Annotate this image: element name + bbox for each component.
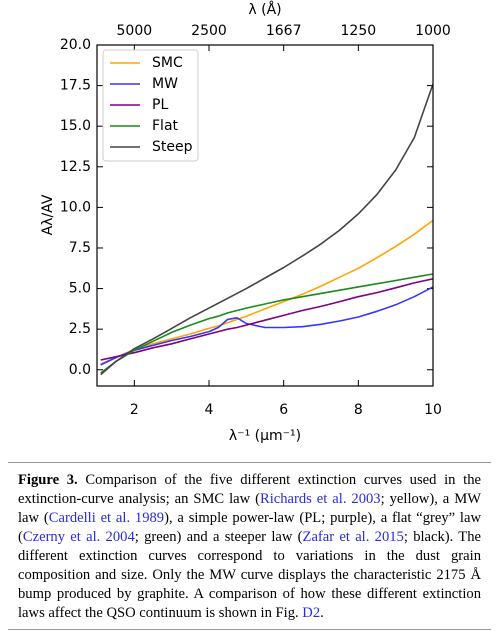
series-line <box>100 83 433 376</box>
y-tick-label: 12.5 <box>60 159 91 175</box>
y-axis-label: Aλ/AV <box>40 194 56 235</box>
caption: Figure 3. Comparison of the five differe… <box>8 462 491 630</box>
caption-text: ; yellow), a MW law ( <box>18 491 481 526</box>
y-tick-label: 2.5 <box>69 321 91 337</box>
legend-label: Steep <box>152 139 193 155</box>
legend-box <box>102 49 199 162</box>
x-tick-label: 2 <box>130 402 139 418</box>
series-line <box>100 219 433 365</box>
series-line <box>100 273 433 374</box>
y-tick-label: 5.0 <box>69 281 91 297</box>
x2-tick-label: 5000 <box>117 23 153 39</box>
x2-tick-label: 1667 <box>266 23 302 39</box>
x2-axis-label: λ (Å) <box>248 1 281 18</box>
y-tick-label: 20.0 <box>60 37 91 53</box>
legend-label: Flat <box>152 118 179 134</box>
x2-tick-label: 1000 <box>415 23 451 39</box>
x2-tick-label: 2500 <box>191 23 227 39</box>
plot-frame <box>96 44 434 387</box>
citation[interactable]: Czerny et al. 2004 <box>22 529 135 545</box>
y-tick-label: 7.5 <box>69 240 91 256</box>
x-tick-label: 4 <box>205 402 214 418</box>
caption-text: . <box>320 605 324 621</box>
y-tick-label: 0.0 <box>69 362 91 378</box>
y-tick-label: 15.0 <box>60 118 91 134</box>
caption-text: ), a simple power-law (PL; purple), a fl… <box>18 510 481 545</box>
legend-label: PL <box>152 97 168 113</box>
series-line <box>100 286 433 366</box>
x-tick-label: 10 <box>424 402 442 418</box>
series-line <box>100 278 433 361</box>
x-axis-label: λ⁻¹ (μm⁻¹) <box>229 428 301 444</box>
x-tick-label: 6 <box>279 402 288 418</box>
chart: λ (Å) λ⁻¹ (μm⁻¹) Aλ/AV 0.0 2.5 5.0 7.5 10.0 1… <box>40 1 451 444</box>
y-tick-label: 17.5 <box>60 78 91 94</box>
caption-text: ; green) and a steeper law ( <box>134 529 303 545</box>
caption-text: ; black). The different extinction curve… <box>18 529 481 621</box>
caption-label: Figure 3. <box>18 472 78 488</box>
citation[interactable]: Cardelli et al. 1989 <box>48 510 165 526</box>
caption-text: Comparison of the five different extinct… <box>18 472 482 507</box>
x2-tick-label: 1250 <box>341 23 377 39</box>
citation[interactable]: D2 <box>302 605 321 621</box>
legend-label: SMC <box>152 55 183 71</box>
x-tick-label: 8 <box>354 402 363 418</box>
legend-label: MW <box>152 76 178 92</box>
citation[interactable]: Zafar et al. 2015 <box>302 529 404 545</box>
citation[interactable]: Richards et al. 2003 <box>259 491 381 507</box>
y-tick-label: 10.0 <box>60 199 91 215</box>
